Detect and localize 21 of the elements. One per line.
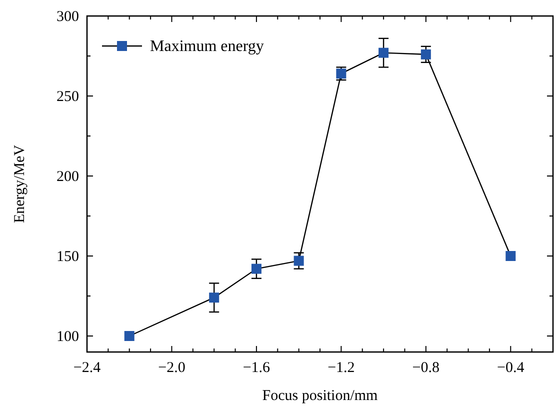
x-tick-label: −0.4 bbox=[497, 360, 525, 376]
x-tick-label: −1.2 bbox=[328, 360, 355, 376]
x-tick-label: −2.4 bbox=[73, 360, 102, 376]
x-tick-label: −2.0 bbox=[158, 360, 186, 376]
legend-label: Maximum energy bbox=[150, 38, 264, 55]
point bbox=[378, 48, 389, 58]
point bbox=[294, 256, 304, 266]
y-axis-title: Energy/MeV bbox=[12, 144, 28, 224]
point bbox=[124, 331, 134, 341]
y-tick-label: 300 bbox=[56, 9, 79, 25]
point bbox=[251, 264, 262, 274]
x-tick-label: −1.6 bbox=[242, 360, 271, 376]
y-tick-label: 200 bbox=[56, 169, 79, 185]
y-tick-label: 100 bbox=[56, 329, 79, 345]
x-axis-title: Focus position/mm bbox=[262, 388, 378, 404]
y-tick-label: 250 bbox=[56, 89, 79, 105]
x-tick-label: −0.8 bbox=[412, 360, 440, 376]
point bbox=[506, 251, 516, 261]
point bbox=[209, 292, 220, 303]
y-tick-label: 150 bbox=[56, 249, 79, 265]
point bbox=[420, 49, 431, 60]
